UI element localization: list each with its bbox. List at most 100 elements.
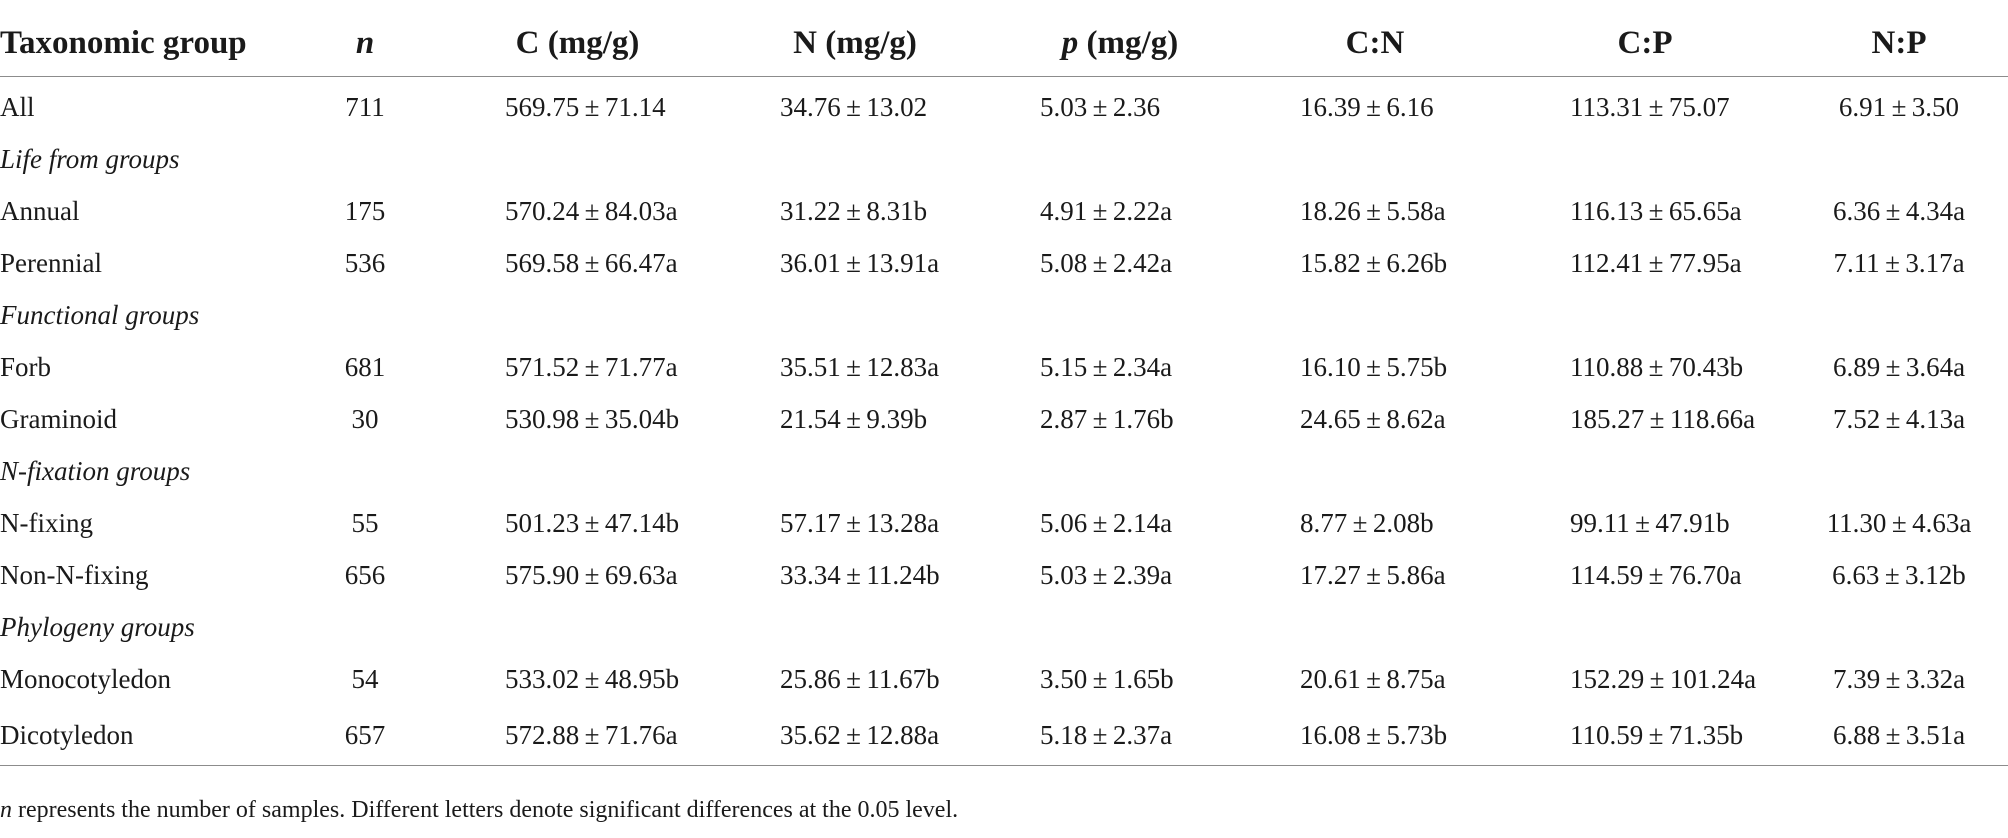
table-cell: 55 xyxy=(351,507,379,538)
table-cell: 15.82 ± 6.26b xyxy=(1300,247,1448,278)
table-footnote: n represents the number of samples. Diff… xyxy=(0,797,958,824)
col-header-c: C (mg/g) xyxy=(435,10,720,77)
stoichiometry-table: Taxonomic group n C (mg/g) N (mg/g) p (mg/g)… xyxy=(0,10,2008,766)
group-label-row: Phylogeny groups xyxy=(0,601,2008,653)
table-cell: 657 xyxy=(295,705,435,766)
table-row: Annual 175 570.24 ± 84.03a 31.22 ± 8.31b 4.9… xyxy=(0,185,2008,237)
table-cell: 113.31 ± 75.07 xyxy=(1570,91,1730,122)
col-header-taxonomic-group: Taxonomic group xyxy=(0,10,295,77)
table-cell: 34.76 ± 13.02 xyxy=(780,91,928,122)
table-cell: 2.87 ± 1.76b xyxy=(1040,403,1174,434)
col-header-p: p (mg/g) xyxy=(990,10,1250,77)
table-cell: 7.52 ± 4.13a xyxy=(1832,403,1966,434)
table-cell: 33.34 ± 11.24b xyxy=(780,559,940,590)
table-cell: 21.54 ± 9.39b xyxy=(780,403,928,434)
group-label: Phylogeny groups xyxy=(0,611,195,642)
table-cell: 116.13 ± 65.65a xyxy=(1570,195,1742,226)
col-header-text: N (mg/g) xyxy=(793,24,917,61)
table-cell: 569.58 ± 66.47a xyxy=(505,247,678,278)
table-cell: 6.63 ± 3.12b xyxy=(1832,559,1966,590)
table-cell: 35.51 ± 12.83a xyxy=(780,351,940,382)
col-header-n-content: N (mg/g) xyxy=(720,10,990,77)
row-label: N-fixing xyxy=(0,507,93,538)
table-cell: 185.27 ± 118.66a xyxy=(1570,403,1756,434)
table-cell: 110.88 ± 70.43b xyxy=(1570,351,1744,382)
table-cell: 711 xyxy=(345,91,385,122)
table-cell: 16.39 ± 6.16 xyxy=(1300,91,1434,122)
table-cell: 6.89 ± 3.64a xyxy=(1832,351,1966,382)
table-row: Non-N-fixing 656 575.90 ± 69.63a 33.34 ± 11… xyxy=(0,549,2008,601)
col-header-text: N:P xyxy=(1871,24,1927,61)
table-cell: 35.62 ± 12.88a xyxy=(720,705,990,766)
table-row: Monocotyledon 54 533.02 ± 48.95b 25.86 ± 11… xyxy=(0,653,2008,705)
table-row: All 711 569.75 ± 71.14 34.76 ± 13.02 5.03 ± … xyxy=(0,77,2008,134)
col-header-text: Taxonomic group xyxy=(0,24,247,61)
table-row: N-fixing 55 501.23 ± 47.14b 57.17 ± 13.28a 5… xyxy=(0,497,2008,549)
group-label-row: Functional groups xyxy=(0,289,2008,341)
table-cell: 114.59 ± 76.70a xyxy=(1570,559,1742,590)
table-cell: 5.06 ± 2.14a xyxy=(1040,507,1173,538)
table-cell: 16.10 ± 5.75b xyxy=(1300,351,1448,382)
table-cell: 110.59 ± 71.35b xyxy=(1500,705,1790,766)
table-cell: 175 xyxy=(344,195,386,226)
header-row: Taxonomic group n C (mg/g) N (mg/g) p (mg/g)… xyxy=(0,10,2008,77)
table-cell: 501.23 ± 47.14b xyxy=(505,507,680,538)
table-cell: 36.01 ± 13.91a xyxy=(780,247,940,278)
table-cell: 17.27 ± 5.86a xyxy=(1300,559,1446,590)
col-header-text: n xyxy=(355,24,375,61)
table-cell: 11.30 ± 4.63a xyxy=(1826,507,1972,538)
table-cell: 8.77 ± 2.08b xyxy=(1300,507,1434,538)
table-cell: 569.75 ± 71.14 xyxy=(505,91,666,122)
row-label: All xyxy=(0,91,35,122)
table-cell: 18.26 ± 5.58a xyxy=(1300,195,1446,226)
group-label: Functional groups xyxy=(0,299,200,330)
table-cell: 681 xyxy=(344,351,386,382)
table-cell: 5.15 ± 2.34a xyxy=(1040,351,1173,382)
table-cell: 572.88 ± 71.76a xyxy=(435,705,720,766)
table-cell: 152.29 ± 101.24a xyxy=(1570,663,1757,694)
row-label: Graminoid xyxy=(0,403,117,434)
table-cell: 5.08 ± 2.42a xyxy=(1040,247,1173,278)
col-header-text: C (mg/g) xyxy=(515,24,640,61)
footnote-italic-lead: n xyxy=(0,797,12,823)
table-cell: 5.03 ± 2.39a xyxy=(1040,559,1173,590)
table-cell: 4.91 ± 2.22a xyxy=(1040,195,1173,226)
table-cell: 24.65 ± 8.62a xyxy=(1300,403,1446,434)
col-header-text: p xyxy=(1061,24,1079,61)
col-header-text: C:N xyxy=(1345,24,1405,61)
table-cell: 3.50 ± 1.65b xyxy=(1040,663,1174,694)
col-header-c-p-ratio: C:P xyxy=(1500,10,1790,77)
table-cell: 571.52 ± 71.77a xyxy=(505,351,678,382)
group-label-row: N-fixation groups xyxy=(0,445,2008,497)
table-row: Forb 681 571.52 ± 71.77a 35.51 ± 12.83a 5.15… xyxy=(0,341,2008,393)
table-cell: 20.61 ± 8.75a xyxy=(1300,663,1446,694)
group-label-row: Life from groups xyxy=(0,133,2008,185)
table-cell: 30 xyxy=(351,403,379,434)
table-cell: 7.11 ± 3.17a xyxy=(1833,247,1965,278)
table-cell: 570.24 ± 84.03a xyxy=(505,195,678,226)
footnote-text: represents the number of samples. Differ… xyxy=(12,797,959,823)
row-label: Dicotyledon xyxy=(0,705,295,766)
table-row: Perennial 536 569.58 ± 66.47a 36.01 ± 13.91… xyxy=(0,237,2008,289)
table-cell: 16.08 ± 5.73b xyxy=(1250,705,1500,766)
group-label: N-fixation groups xyxy=(0,455,191,486)
table-cell: 6.91 ± 3.50 xyxy=(1838,91,1960,122)
col-header-text: C:P xyxy=(1617,24,1673,61)
col-header-c-n-ratio: C:N xyxy=(1250,10,1500,77)
row-label: Non-N-fixing xyxy=(0,559,149,590)
row-label: Annual xyxy=(0,195,80,226)
table-cell: 7.39 ± 3.32a xyxy=(1832,663,1966,694)
table-cell: 533.02 ± 48.95b xyxy=(505,663,680,694)
table-cell: 5.03 ± 2.36 xyxy=(1040,91,1161,122)
table-cell: 575.90 ± 69.63a xyxy=(505,559,678,590)
table-cell: 31.22 ± 8.31b xyxy=(780,195,928,226)
table-cell: 5.18 ± 2.37a xyxy=(990,705,1250,766)
table-body: All 711 569.75 ± 71.14 34.76 ± 13.02 5.03 ± … xyxy=(0,77,2008,766)
col-header-suffix: (mg/g) xyxy=(1078,24,1179,61)
table-cell: 536 xyxy=(344,247,386,278)
table-cell: 112.41 ± 77.95a xyxy=(1570,247,1742,278)
table-row: Graminoid 30 530.98 ± 35.04b 21.54 ± 9.39b 2… xyxy=(0,393,2008,445)
row-label: Perennial xyxy=(0,247,102,278)
table-cell: 656 xyxy=(344,559,386,590)
